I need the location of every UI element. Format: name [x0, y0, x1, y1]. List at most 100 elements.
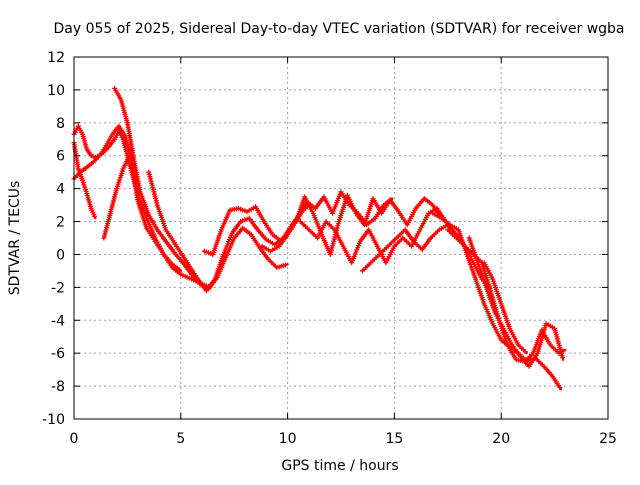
data-marker — [154, 202, 168, 231]
x-axis-label: GPS time / hours — [281, 458, 398, 474]
data-marker — [84, 146, 93, 157]
y-tick-label: -10 — [42, 412, 65, 428]
data-marker — [178, 271, 192, 281]
data-marker — [464, 252, 478, 280]
data-marker — [293, 196, 307, 224]
chart-title: Day 055 of 2025, Sidereal Day-to-day VTE… — [53, 21, 624, 37]
data-marker — [101, 212, 113, 241]
data-marker — [201, 248, 214, 257]
data-marker — [253, 204, 266, 223]
y-tick-label: -8 — [51, 379, 65, 395]
data-marker — [103, 133, 114, 149]
data-marker — [430, 210, 442, 220]
x-tick-label: 5 — [176, 431, 185, 447]
data-marker — [473, 276, 486, 305]
data-marker — [413, 197, 426, 211]
y-tick-label: 6 — [56, 149, 65, 165]
data-marker — [99, 146, 110, 157]
data-points — [71, 85, 567, 391]
data-marker — [210, 229, 224, 257]
data-marker — [492, 309, 505, 329]
data-marker — [376, 245, 389, 257]
y-tick-label: 2 — [56, 215, 65, 231]
data-marker — [438, 215, 451, 226]
data-marker — [75, 123, 84, 135]
data-marker — [116, 123, 127, 137]
data-marker — [330, 191, 343, 216]
x-tick-label: 10 — [279, 431, 297, 447]
data-marker — [466, 235, 480, 264]
y-tick-label: 0 — [56, 247, 65, 263]
y-tick-label: -4 — [51, 313, 65, 329]
data-marker — [323, 219, 336, 231]
data-marker — [507, 326, 520, 346]
y-axis-label: SDTVAR / TECUs — [7, 181, 23, 296]
data-marker — [366, 227, 379, 247]
data-marker — [509, 342, 522, 358]
data-marker — [483, 284, 497, 313]
data-marker — [368, 253, 381, 266]
data-marker — [319, 232, 332, 255]
data-marker — [276, 233, 289, 249]
data-marker — [419, 237, 432, 252]
x-tick-label: 25 — [599, 431, 617, 447]
y-tick-label: 4 — [56, 182, 65, 198]
data-marker — [481, 301, 495, 325]
data-marker — [146, 169, 160, 206]
data-marker — [385, 237, 398, 249]
data-marker — [161, 252, 174, 269]
data-marker — [184, 260, 200, 280]
data-marker — [120, 155, 132, 172]
data-marker — [107, 188, 119, 216]
data-marker — [550, 373, 563, 390]
data-marker — [265, 256, 278, 269]
data-marker — [526, 352, 539, 369]
data-marker — [505, 342, 518, 361]
y-tick-label: 8 — [56, 116, 65, 132]
data-marker — [349, 240, 362, 266]
y-tick-label: 10 — [47, 83, 65, 99]
data-marker — [118, 97, 130, 124]
data-marker — [92, 152, 103, 160]
data-marker — [302, 194, 315, 214]
data-marker — [500, 326, 514, 346]
data-marker — [436, 223, 449, 233]
data-marker — [146, 212, 159, 231]
data-marker — [84, 161, 95, 170]
data-marker — [391, 237, 404, 249]
data-marker — [75, 166, 85, 181]
data-marker — [88, 153, 96, 160]
data-marker — [490, 276, 503, 305]
data-marker — [231, 227, 244, 241]
data-marker — [244, 205, 256, 215]
data-marker — [417, 212, 430, 233]
data-marker — [238, 216, 250, 224]
data-marker — [114, 168, 125, 192]
data-marker — [203, 278, 217, 294]
data-marker — [411, 238, 423, 251]
data-marker — [221, 232, 234, 257]
data-marker — [285, 220, 298, 238]
data-marker — [394, 228, 406, 241]
data-marker — [535, 323, 548, 356]
data-marker — [387, 197, 400, 213]
data-marker — [475, 260, 488, 288]
data-marker — [135, 194, 149, 219]
data-marker — [297, 219, 310, 231]
data-marker — [137, 189, 151, 216]
data-marker — [248, 232, 262, 249]
data-marker — [218, 209, 232, 233]
data-marker — [112, 85, 123, 101]
data-marker — [154, 227, 168, 243]
data-marker — [428, 228, 440, 241]
data-marker — [498, 301, 512, 329]
data-marker — [362, 198, 375, 228]
data-marker — [229, 220, 242, 236]
data-marker — [259, 243, 271, 253]
data-marker — [105, 138, 116, 150]
data-marker — [490, 321, 503, 341]
data-marker — [481, 260, 495, 280]
